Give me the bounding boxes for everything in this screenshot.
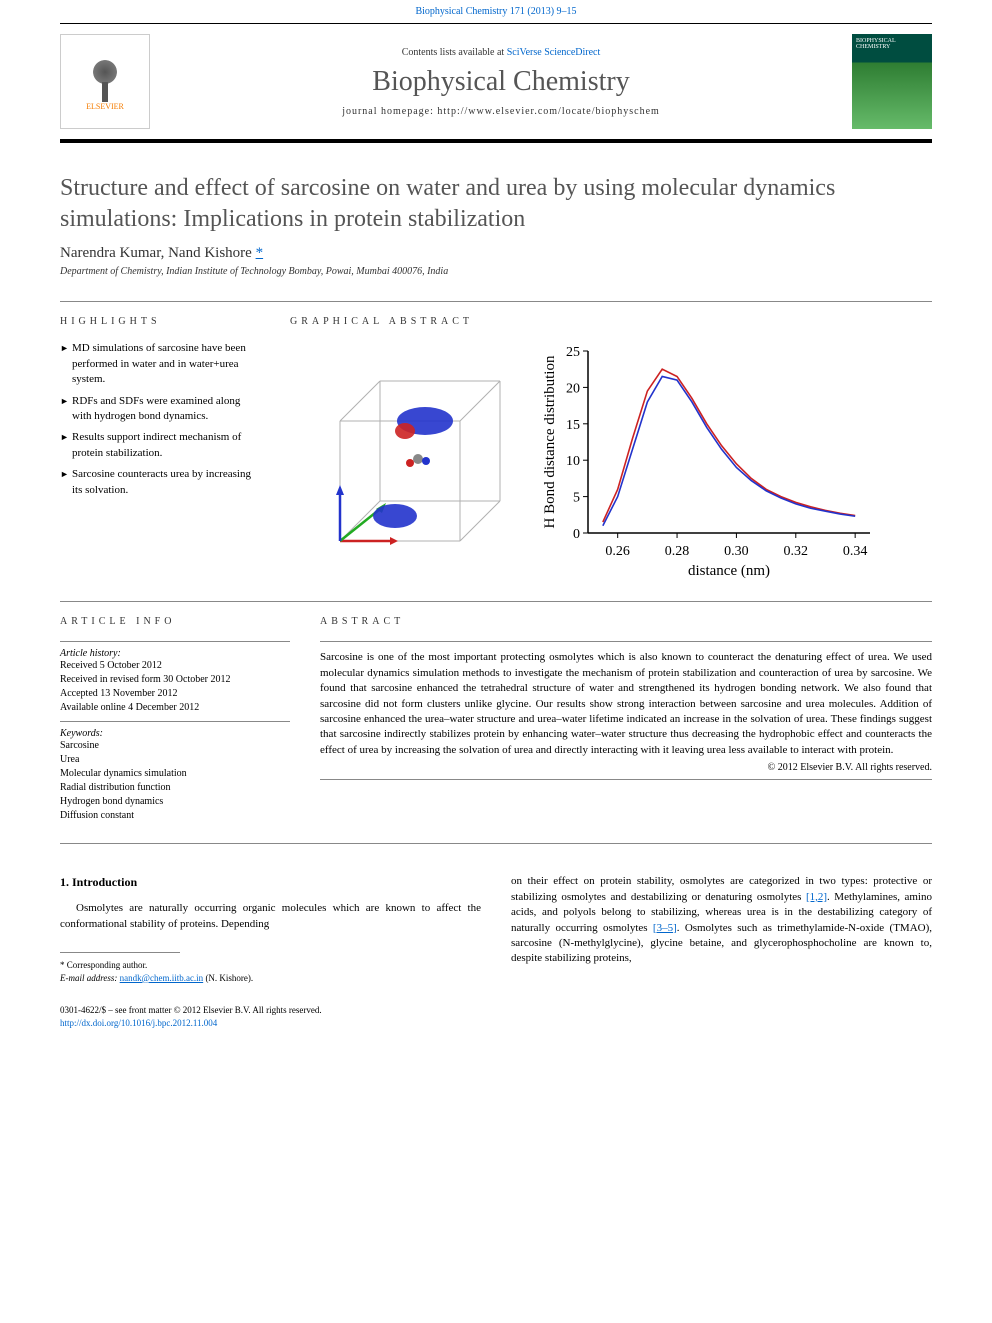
journal-cover-thumbnail: BIOPHYSICAL CHEMISTRY — [852, 34, 932, 129]
sciencedirect-link[interactable]: SciVerse ScienceDirect — [507, 47, 601, 58]
history-item: Available online 4 December 2012 — [60, 701, 290, 715]
history-item: Accepted 13 November 2012 — [60, 687, 290, 701]
email-footnote: E-mail address: nandk@chem.iitb.ac.in (N… — [60, 972, 481, 985]
authors-text: Narendra Kumar, Nand Kishore — [60, 245, 256, 261]
svg-text:0.26: 0.26 — [605, 544, 630, 559]
svg-text:0: 0 — [573, 527, 580, 542]
corr-footnote: * Corresponding author. — [60, 959, 481, 972]
ga-label: GRAPHICAL ABSTRACT — [290, 316, 932, 327]
history-item: Received in revised form 30 October 2012 — [60, 673, 290, 687]
graphical-abstract-column: GRAPHICAL ABSTRACT 0 5 10 15 20 25 0.26 0.28 0.3… — [290, 316, 932, 581]
corresponding-marker[interactable]: * — [256, 245, 264, 261]
keywords-list: Sarcosine Urea Molecular dynamics simula… — [60, 739, 290, 823]
highlights-list: MD simulations of sarcosine have been pe… — [60, 341, 260, 498]
divider — [320, 779, 932, 780]
keywords-label: Keywords: — [60, 728, 290, 739]
intro-para-2: on their effect on protein stability, os… — [511, 874, 932, 966]
abstract-copyright: © 2012 Elsevier B.V. All rights reserved… — [320, 762, 932, 773]
history-item: Received 5 October 2012 — [60, 659, 290, 673]
citation-text: Biophysical Chemistry 171 (2013) 9–15 — [415, 6, 576, 17]
highlights-column: HIGHLIGHTS MD simulations of sarcosine h… — [60, 316, 290, 581]
journal-title: Biophysical Chemistry — [150, 66, 852, 98]
divider — [60, 301, 932, 302]
highlights-ga-section: HIGHLIGHTS MD simulations of sarcosine h… — [60, 316, 932, 581]
abstract-text: Sarcosine is one of the most important p… — [320, 650, 932, 758]
contents-line: Contents lists available at SciVerse Sci… — [150, 47, 852, 58]
svg-text:0.30: 0.30 — [724, 544, 749, 559]
homepage-prefix: journal homepage: — [342, 106, 437, 117]
svg-text:5: 5 — [573, 491, 580, 506]
divider — [60, 721, 290, 722]
keyword: Hydrogen bond dynamics — [60, 795, 290, 809]
email-label: E-mail address: — [60, 973, 120, 983]
svg-text:0.34: 0.34 — [843, 544, 868, 559]
elsevier-tree-icon — [80, 52, 130, 102]
highlight-item: MD simulations of sarcosine have been pe… — [60, 341, 260, 387]
abstract-label: ABSTRACT — [320, 616, 932, 627]
article-info-column: ARTICLE INFO Article history: Received 5… — [60, 616, 290, 823]
body-col-left: 1. Introduction Osmolytes are naturally … — [60, 874, 481, 984]
divider — [60, 843, 932, 844]
article-info-label: ARTICLE INFO — [60, 616, 290, 627]
svg-text:25: 25 — [566, 345, 580, 360]
highlights-label: HIGHLIGHTS — [60, 316, 260, 327]
elsevier-logo: ELSEVIER — [60, 34, 150, 129]
sdf-cube-figure — [290, 361, 530, 561]
homepage-url: http://www.elsevier.com/locate/biophysch… — [437, 106, 659, 117]
ref-link[interactable]: [3–5] — [653, 922, 677, 934]
keyword: Molecular dynamics simulation — [60, 767, 290, 781]
abstract-column: ABSTRACT Sarcosine is one of the most im… — [320, 616, 932, 823]
authors-line: Narendra Kumar, Nand Kishore * — [60, 245, 932, 262]
footer-line1: 0301-4622/$ – see front matter © 2012 El… — [60, 1004, 932, 1017]
elsevier-label: ELSEVIER — [86, 102, 124, 111]
homepage-line: journal homepage: http://www.elsevier.co… — [150, 106, 852, 117]
banner-center: Contents lists available at SciVerse Sci… — [150, 47, 852, 117]
keyword: Urea — [60, 753, 290, 767]
svg-text:distance (nm): distance (nm) — [688, 563, 770, 579]
affiliation: Department of Chemistry, Indian Institut… — [60, 266, 932, 277]
email-link[interactable]: nandk@chem.iitb.ac.in — [120, 973, 204, 983]
svg-text:10: 10 — [566, 455, 580, 470]
cover-label: BIOPHYSICAL CHEMISTRY — [856, 38, 928, 50]
body-col-right: on their effect on protein stability, os… — [511, 874, 932, 984]
footnote-separator — [60, 952, 180, 953]
divider — [320, 641, 932, 642]
divider — [60, 601, 932, 602]
svg-text:20: 20 — [566, 382, 580, 397]
footer: 0301-4622/$ – see front matter © 2012 El… — [60, 1004, 932, 1029]
keyword: Radial distribution function — [60, 781, 290, 795]
divider — [60, 641, 290, 642]
intro-heading: 1. Introduction — [60, 874, 481, 891]
hbond-distance-chart: 0 5 10 15 20 25 0.26 0.28 0.30 0.32 0.34 distance (… — [540, 341, 880, 581]
citation-line: Biophysical Chemistry 171 (2013) 9–15 — [0, 0, 992, 23]
info-abstract-section: ARTICLE INFO Article history: Received 5… — [60, 616, 932, 823]
email-suffix: (N. Kishore). — [203, 973, 253, 983]
history-label: Article history: — [60, 648, 290, 659]
highlight-item: RDFs and SDFs were examined along with h… — [60, 394, 260, 425]
ga-figure: 0 5 10 15 20 25 0.26 0.28 0.30 0.32 0.34 distance (… — [290, 341, 932, 581]
svg-text:H Bond distance distribution: H Bond distance distribution — [542, 355, 558, 528]
ref-link[interactable]: [1,2] — [806, 891, 827, 903]
article-title: Structure and effect of sarcosine on wat… — [60, 173, 932, 235]
highlight-item: Results support indirect mechanism of pr… — [60, 430, 260, 461]
keyword: Diffusion constant — [60, 809, 290, 823]
intro-para-1: Osmolytes are naturally occurring organi… — [60, 901, 481, 932]
highlight-item: Sarcosine counteracts urea by increasing… — [60, 467, 260, 498]
svg-text:0.32: 0.32 — [784, 544, 809, 559]
svg-text:0.28: 0.28 — [665, 544, 690, 559]
journal-banner: ELSEVIER Contents lists available at Sci… — [60, 23, 932, 143]
contents-prefix: Contents lists available at — [402, 47, 507, 58]
keyword: Sarcosine — [60, 739, 290, 753]
body-columns: 1. Introduction Osmolytes are naturally … — [60, 874, 932, 984]
svg-text:15: 15 — [566, 418, 580, 433]
doi-link[interactable]: http://dx.doi.org/10.1016/j.bpc.2012.11.… — [60, 1018, 217, 1028]
